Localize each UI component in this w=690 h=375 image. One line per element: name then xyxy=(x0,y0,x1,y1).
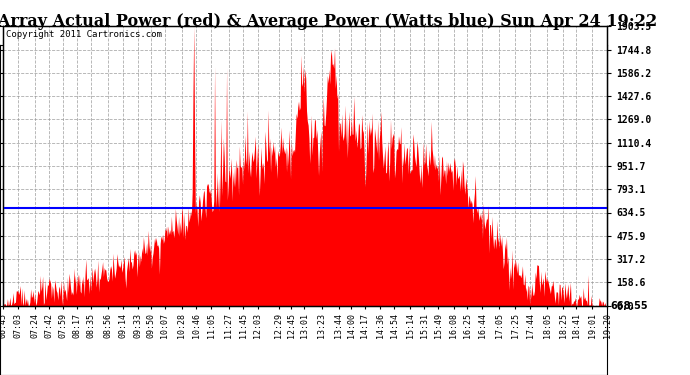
Text: West Array Actual Power (red) & Average Power (Watts blue) Sun Apr 24 19:22: West Array Actual Power (red) & Average … xyxy=(0,13,658,30)
Text: 668.55: 668.55 xyxy=(610,301,648,310)
Text: Copyright 2011 Cartronics.com: Copyright 2011 Cartronics.com xyxy=(6,30,162,39)
